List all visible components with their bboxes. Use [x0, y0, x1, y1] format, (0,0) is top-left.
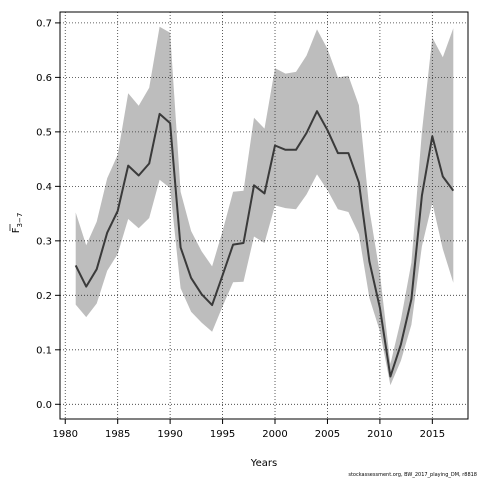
- x-axis-title: Years: [250, 458, 277, 469]
- x-tick-label: 2000: [262, 429, 287, 440]
- y-tick-label: 0.3: [36, 236, 52, 247]
- y-tick-label: 0.0: [36, 400, 52, 411]
- plot-frame: [59, 11, 469, 420]
- y-tick-label: 0.5: [36, 127, 52, 138]
- y-tick-label: 0.1: [36, 345, 52, 356]
- x-tick-label: 2005: [315, 429, 340, 440]
- footer-note: stockassessment.org, BW_2017_playing_DM,…: [348, 472, 477, 478]
- y-tick-label: 0.2: [36, 291, 52, 302]
- y-axis-title-sub: 3−7: [16, 213, 24, 228]
- x-tick-label: 1980: [53, 429, 78, 440]
- grid-lines: [60, 12, 468, 419]
- confidence-band: [75, 26, 454, 386]
- y-tick-label: 0.6: [36, 73, 52, 84]
- svg-text:F3−7: F3−7: [11, 213, 24, 234]
- x-tick-label: 1990: [157, 429, 182, 440]
- estimate-line: [74, 110, 455, 378]
- x-tick-label: 1985: [105, 429, 130, 440]
- y-tick-label: 0.4: [36, 182, 52, 193]
- x-tick-label: 1995: [210, 429, 235, 440]
- x-axis: 1980 1985 1990 1995 2000 2005 2010 2015: [53, 419, 445, 440]
- y-axis: 0.0 0.1 0.2 0.3 0.4 0.5 0.6 0.7: [36, 18, 60, 411]
- x-tick-label: 2010: [367, 429, 392, 440]
- y-axis-title-main: F: [11, 227, 22, 233]
- y-axis-title: F3−7: [9, 213, 24, 234]
- y-tick-label: 0.7: [36, 18, 52, 29]
- x-tick-label: 2015: [420, 429, 445, 440]
